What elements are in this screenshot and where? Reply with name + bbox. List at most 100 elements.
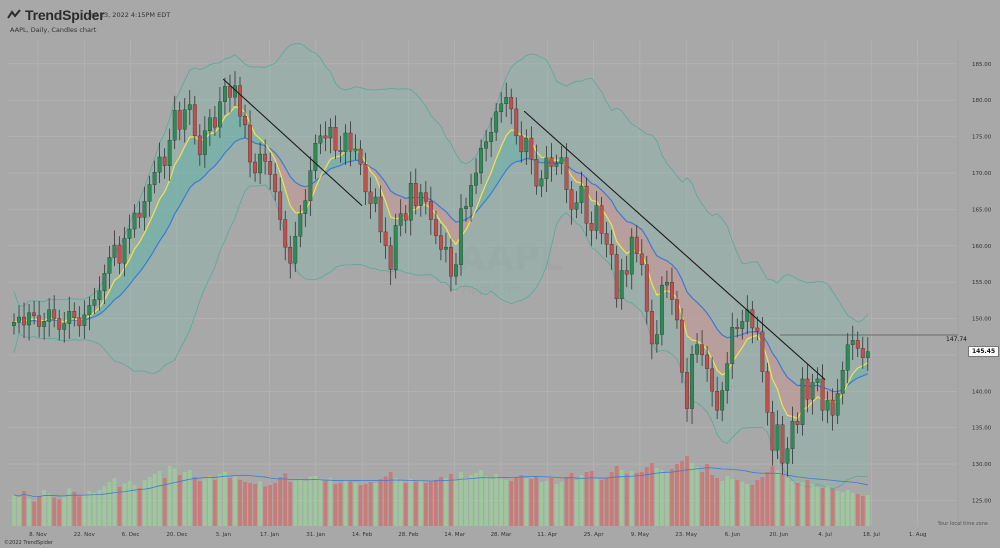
candle-body	[449, 247, 453, 277]
y-tick-label: 180.00	[972, 98, 992, 104]
candle-body	[333, 126, 338, 151]
ema-slow-line	[13, 137, 869, 393]
ema-cloud-segment	[174, 156, 180, 214]
x-tick-label: 20. Jun	[769, 532, 789, 538]
volume-bar	[840, 492, 845, 526]
trendline	[222, 78, 363, 207]
volume-bar	[499, 479, 504, 526]
ema-cloud-segment	[229, 106, 235, 148]
candle-body	[619, 270, 624, 300]
candle-body	[32, 312, 36, 316]
candle-body	[855, 340, 860, 349]
candle-body	[428, 201, 433, 220]
candle-body	[700, 344, 704, 356]
ema-cloud-segment	[104, 290, 110, 311]
ema-cloud-segment	[576, 172, 582, 183]
candle-body	[654, 334, 659, 345]
volume-bar	[589, 471, 594, 526]
volume-ma-line	[13, 467, 868, 498]
candle-body	[147, 184, 152, 202]
volume-bar	[569, 473, 574, 526]
ema-cloud-segment	[214, 125, 220, 166]
ema-cloud-segment	[611, 200, 617, 242]
x-tick-label: 14. Mar	[444, 532, 466, 538]
volume-bar	[72, 492, 77, 526]
ema-cloud-segment	[255, 134, 261, 145]
volume-bar	[52, 497, 57, 526]
candle-body	[850, 340, 855, 345]
candle-body	[12, 322, 16, 326]
volume-bar	[298, 478, 303, 526]
volume-bar	[860, 496, 865, 526]
volume-bar	[670, 469, 674, 526]
chart-description: AAPL, Daily, Candles chart	[10, 26, 97, 34]
bollinger-band-fill	[14, 43, 868, 489]
candle-body	[554, 163, 559, 167]
chart-header: TrendSpider Jul 13, 2022 4:15PM EDT AAPL…	[0, 0, 1000, 40]
candle-body	[659, 284, 664, 335]
candle-body	[433, 219, 438, 236]
volume-bar	[644, 467, 649, 526]
candle-body	[569, 189, 574, 210]
candle-body	[634, 236, 639, 254]
trendspider-logo[interactable]: TrendSpider	[7, 7, 105, 23]
ema-cloud-segment	[852, 368, 858, 381]
ema-cloud-segment	[747, 331, 753, 340]
candle-body	[469, 185, 473, 207]
volume-bar	[182, 472, 187, 526]
y-tick-label: 160.00	[972, 244, 992, 250]
volume-bar	[559, 482, 564, 526]
volume-bar	[117, 487, 122, 526]
ema-cloud-segment	[712, 320, 718, 371]
x-tick-label: 6. Jun	[725, 532, 741, 538]
ema-cloud-segment	[692, 297, 698, 341]
candle-body	[258, 153, 263, 174]
candle-body	[604, 233, 609, 245]
ema-cloud-segment	[782, 369, 788, 416]
candle-body	[549, 157, 554, 167]
volume-bar	[27, 498, 31, 526]
candle-body	[464, 206, 468, 209]
volume-bar	[464, 478, 468, 526]
candle-body	[800, 378, 805, 425]
candle-body	[353, 148, 358, 152]
volume-bar	[584, 472, 589, 526]
candle-body	[740, 321, 745, 329]
candle-body	[243, 116, 247, 126]
volume-bar	[855, 494, 860, 526]
ema-cloud-segment	[400, 196, 406, 219]
volume-bar	[358, 485, 363, 526]
candle-body	[97, 290, 102, 300]
candle-body	[820, 378, 825, 411]
volume-bar	[248, 483, 252, 526]
candle-body	[127, 228, 132, 239]
volume-bar	[619, 470, 624, 526]
ema-cloud-segment	[481, 183, 487, 206]
volume-bar	[77, 496, 82, 526]
x-tick-label: 18. Jul	[863, 532, 881, 538]
x-tick-label: 31. Jan	[306, 532, 325, 538]
candle-body	[87, 305, 92, 316]
volume-bar	[504, 480, 509, 526]
candle-body	[564, 157, 569, 190]
volume-bar	[268, 485, 273, 526]
candle-body	[504, 97, 509, 105]
y-tick-label: 140.00	[972, 389, 992, 395]
candle-body	[92, 299, 97, 306]
ema-cloud-segment	[330, 157, 336, 169]
x-tick-label: 9. May	[631, 532, 650, 538]
volume-bar	[333, 484, 338, 526]
x-tick-label: 28. Mar	[491, 532, 513, 538]
candle-body	[283, 219, 288, 248]
volume-bar	[212, 480, 217, 526]
candle-body	[343, 132, 348, 153]
ema-cloud-segment	[345, 150, 351, 163]
ema-cloud-segment	[717, 329, 723, 375]
ema-cloud-segment	[857, 365, 863, 378]
trendspider-logo-icon	[7, 9, 21, 19]
ema-cloud-segment	[435, 203, 441, 222]
ema-cloud-segment	[707, 313, 713, 359]
volume-bar	[373, 483, 378, 526]
volume-bar	[12, 495, 16, 526]
